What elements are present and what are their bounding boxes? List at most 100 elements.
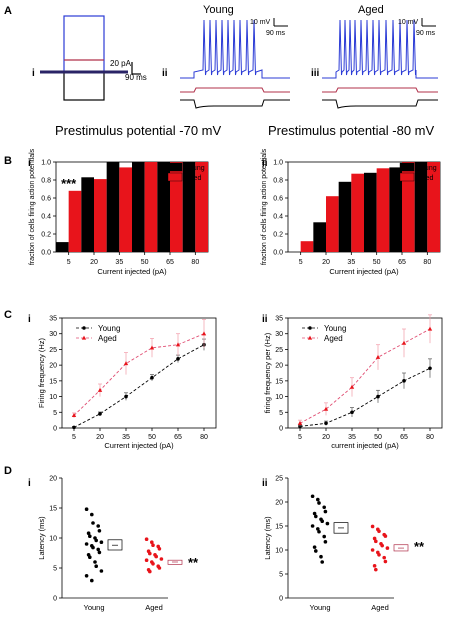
- y-tick-label: 20: [49, 363, 57, 370]
- y-tick-label: 15: [49, 378, 57, 385]
- series-line-young: [73, 344, 205, 428]
- x-tick-label: 65: [166, 259, 174, 266]
- point-young: [88, 534, 92, 538]
- point-young: [319, 554, 323, 559]
- panel-letter-c: C: [4, 309, 12, 321]
- summary-box-young: [333, 522, 349, 534]
- bar-aged: [300, 241, 314, 252]
- y-tick-label: 25: [275, 347, 283, 354]
- x-tick-label: 50: [148, 434, 156, 441]
- y-axis-label: Firing frequency (Hz): [37, 337, 46, 408]
- bar-aged: [144, 162, 158, 252]
- chart-title-b-ii: Prestimulus potential -80 mV: [268, 123, 435, 138]
- point-young: [376, 394, 380, 399]
- bar-young: [414, 162, 428, 252]
- x-category-label: Aged: [145, 603, 163, 612]
- y-tick-label: 10: [49, 536, 57, 543]
- point-young: [94, 564, 98, 568]
- chart-b-ii: ii 5 20 35 50 65 80 0.0 0.2 0.4 0.6 0.8 1.0 Current i…: [261, 148, 441, 276]
- plot-frame: [287, 317, 443, 429]
- point-young: [322, 505, 327, 510]
- legend-label-young: Young: [185, 165, 205, 172]
- y-tick-label: 0: [279, 426, 283, 433]
- bar-young: [182, 162, 196, 252]
- point-aged: [370, 524, 375, 529]
- trace-young-red: [180, 87, 290, 93]
- bar-young: [389, 167, 402, 252]
- y-tick-label: 0.8: [273, 178, 283, 185]
- legend-marker-aged: [81, 335, 87, 340]
- point-young: [312, 511, 317, 516]
- significance-annotation: **: [188, 555, 199, 570]
- point-aged: [144, 558, 149, 562]
- y-tick-label: 5: [279, 572, 283, 579]
- y-tick-label: 30: [49, 331, 57, 338]
- y-tick-label: 35: [49, 316, 57, 323]
- x-tick-label: 50: [374, 434, 382, 441]
- point-young: [325, 521, 330, 526]
- y-tick-label: 5: [53, 566, 57, 573]
- point-aged: [144, 537, 149, 541]
- y-tick-label: 25: [275, 476, 283, 483]
- current-step-traces: [40, 15, 128, 101]
- point-young: [323, 509, 328, 514]
- point-young: [90, 512, 94, 517]
- trace-title-young: Young: [203, 4, 234, 16]
- bar-young: [81, 177, 94, 252]
- x-tick-label: 35: [347, 259, 355, 266]
- point-young: [97, 529, 102, 533]
- chart-b-i: i 5 20 35 50 65 80 0.0 0.2 0.4 0.6 0.8 1.0 Current in…: [28, 148, 209, 276]
- bar-aged: [195, 162, 208, 252]
- series-line-aged: [299, 328, 431, 424]
- y-tick-label: 0.8: [41, 178, 51, 185]
- sub-label: ii: [262, 314, 268, 325]
- point-young: [310, 524, 315, 528]
- scale-current-amp: 20 pA: [110, 59, 132, 68]
- point-young: [94, 538, 98, 543]
- panel-letter-d: D: [4, 465, 12, 477]
- trace-aged-black: [322, 99, 438, 109]
- current-step-blue: [63, 15, 105, 73]
- bar-young: [364, 172, 377, 252]
- x-tick-label: 20: [322, 434, 330, 441]
- point-young: [323, 540, 328, 544]
- current-step-black: [63, 71, 105, 101]
- point-young: [72, 425, 76, 430]
- point-aged: [372, 536, 377, 541]
- sub-label: ii: [262, 478, 268, 489]
- point-young: [176, 357, 180, 361]
- sub-label-a-ii: ii: [162, 68, 168, 79]
- plot-frame: [61, 317, 217, 429]
- point-young: [316, 527, 320, 531]
- bar-aged: [351, 173, 364, 252]
- sub-label: ii: [262, 158, 268, 169]
- scale-bar-current: 20 pA 90 ms: [110, 59, 147, 82]
- point-young: [97, 550, 102, 555]
- y-tick-label: 0.2: [41, 232, 51, 239]
- bar-aged: [68, 190, 82, 252]
- point-aged: [377, 553, 381, 557]
- legend-swatch-young: [399, 162, 415, 172]
- point-young: [320, 560, 325, 564]
- point-aged: [297, 420, 303, 425]
- point-young: [98, 412, 102, 416]
- y-tick-label: 25: [49, 347, 57, 354]
- legend-swatch-aged: [399, 172, 415, 182]
- scale-current-time: 90 ms: [125, 73, 147, 82]
- point-young: [316, 497, 320, 502]
- point-young: [99, 569, 104, 573]
- sub-label-a-i: i: [32, 68, 35, 79]
- y-tick-label: 0.6: [273, 196, 283, 203]
- trace-title-aged: Aged: [358, 4, 384, 16]
- x-tick-label: 5: [299, 259, 303, 266]
- point-young: [317, 529, 321, 534]
- y-tick-label: 10: [49, 394, 57, 401]
- trace-aged-red: [322, 87, 438, 93]
- point-aged: [175, 342, 181, 347]
- point-young: [90, 578, 94, 583]
- legend-label-young: Young: [98, 324, 120, 333]
- y-axis-label: fraction of cells firing action potentia…: [29, 148, 36, 265]
- y-tick-label: 0.0: [273, 250, 283, 257]
- x-tick-label: 65: [398, 259, 406, 266]
- trace-young-black: [180, 99, 290, 109]
